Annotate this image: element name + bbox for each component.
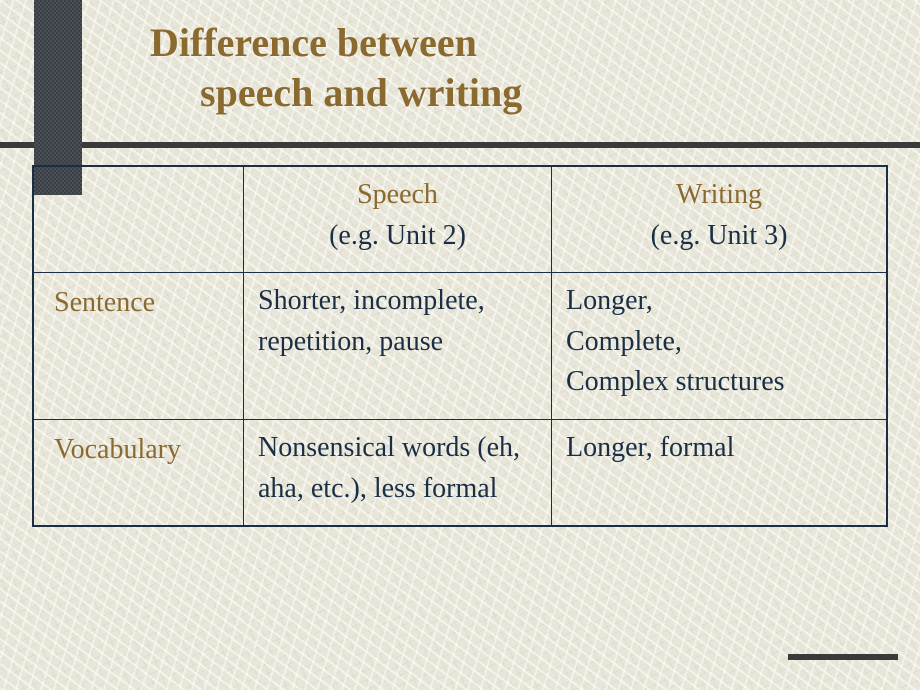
writing-line-2: Complete, — [566, 326, 682, 357]
header-writing-sub: (e.g. Unit 3) — [566, 216, 872, 257]
title-line-2: speech and writing — [200, 68, 522, 118]
header-writing-main: Writing — [676, 179, 762, 210]
decorative-corner-line — [788, 654, 898, 660]
cell-vocab-speech: Nonsensical words (eh, aha, etc.), less … — [244, 420, 552, 525]
table-row: Sentence Shorter, incomplete, repetition… — [34, 272, 886, 419]
comparison-table: Speech (e.g. Unit 2) Writing (e.g. Unit … — [32, 165, 888, 527]
row-label-vocabulary: Vocabulary — [34, 420, 244, 525]
cell-vocab-writing: Longer, formal — [552, 420, 886, 525]
table-row: Vocabulary Nonsensical words (eh, aha, e… — [34, 419, 886, 525]
cell-sentence-speech: Shorter, incomplete, repetition, pause — [244, 273, 552, 419]
writing-line-3: Complex structures — [566, 366, 785, 397]
table-header-row: Speech (e.g. Unit 2) Writing (e.g. Unit … — [34, 167, 886, 272]
header-speech: Speech (e.g. Unit 2) — [244, 167, 552, 272]
horizontal-rule-top — [0, 142, 920, 148]
header-speech-sub: (e.g. Unit 2) — [258, 216, 537, 257]
title-line-1: Difference between — [150, 18, 522, 68]
row-label-sentence: Sentence — [34, 273, 244, 419]
header-writing: Writing (e.g. Unit 3) — [552, 167, 886, 272]
header-speech-main: Speech — [357, 179, 438, 210]
slide-title: Difference between speech and writing — [150, 18, 522, 118]
writing-line-1: Longer, — [566, 285, 653, 316]
cell-sentence-writing: Longer, Complete, Complex structures — [552, 273, 886, 419]
header-empty — [34, 167, 244, 272]
